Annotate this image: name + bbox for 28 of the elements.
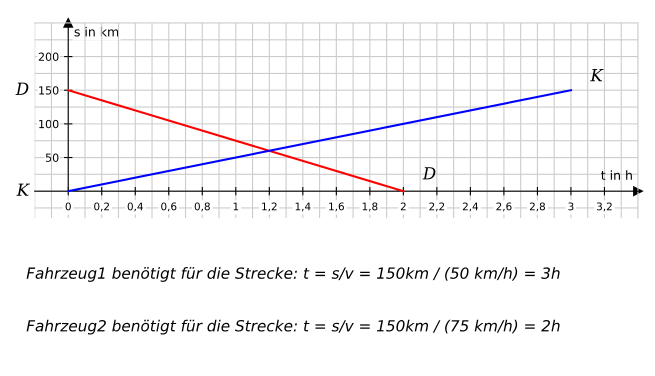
- x-tick-label: 2,2: [429, 202, 444, 212]
- x-tick-label: 2,6: [496, 202, 512, 212]
- text: Fahrzeug1 benötigt für die Strecke: t = s/v = 150km / (50 km/h) = 3h: [26, 267, 560, 282]
- x-axis-title: t in h: [601, 170, 632, 180]
- x-tick-label: 1,6: [329, 202, 344, 212]
- series-label: D: [422, 167, 436, 180]
- x-tick-label: 2,4: [462, 202, 478, 212]
- x-tick-label: 2,8: [530, 202, 545, 212]
- x-tick-label: 1,2: [262, 202, 277, 212]
- x-tick-label: 2: [400, 202, 406, 210]
- y-tick-label: 100: [39, 120, 58, 128]
- x-tick-label: 0: [66, 202, 71, 210]
- text: D: [16, 82, 28, 95]
- text: Fahrzeug2 benötigt für die Strecke: t = s/v = 150km / (75 km/h) = 2h: [26, 320, 560, 335]
- x-tick-label: 3,2: [596, 202, 612, 212]
- x-tick-label: 1,4: [296, 202, 311, 212]
- x-tick-label: 1: [234, 202, 238, 210]
- x-tick-label: 0,4: [128, 202, 143, 212]
- x-tick-label: 0,2: [94, 202, 109, 212]
- text: K: [16, 184, 30, 196]
- x-tick-label: 3: [568, 202, 574, 210]
- series-label: K: [590, 69, 604, 82]
- y-tick-label: 150: [39, 86, 58, 95]
- y-tick-label: 50: [46, 153, 58, 162]
- x-tick-label: 0,8: [194, 202, 210, 212]
- x-tick-label: 0,6: [161, 202, 176, 212]
- x-tick-label: 1,8: [362, 202, 378, 212]
- y-tick-label: 200: [38, 52, 58, 61]
